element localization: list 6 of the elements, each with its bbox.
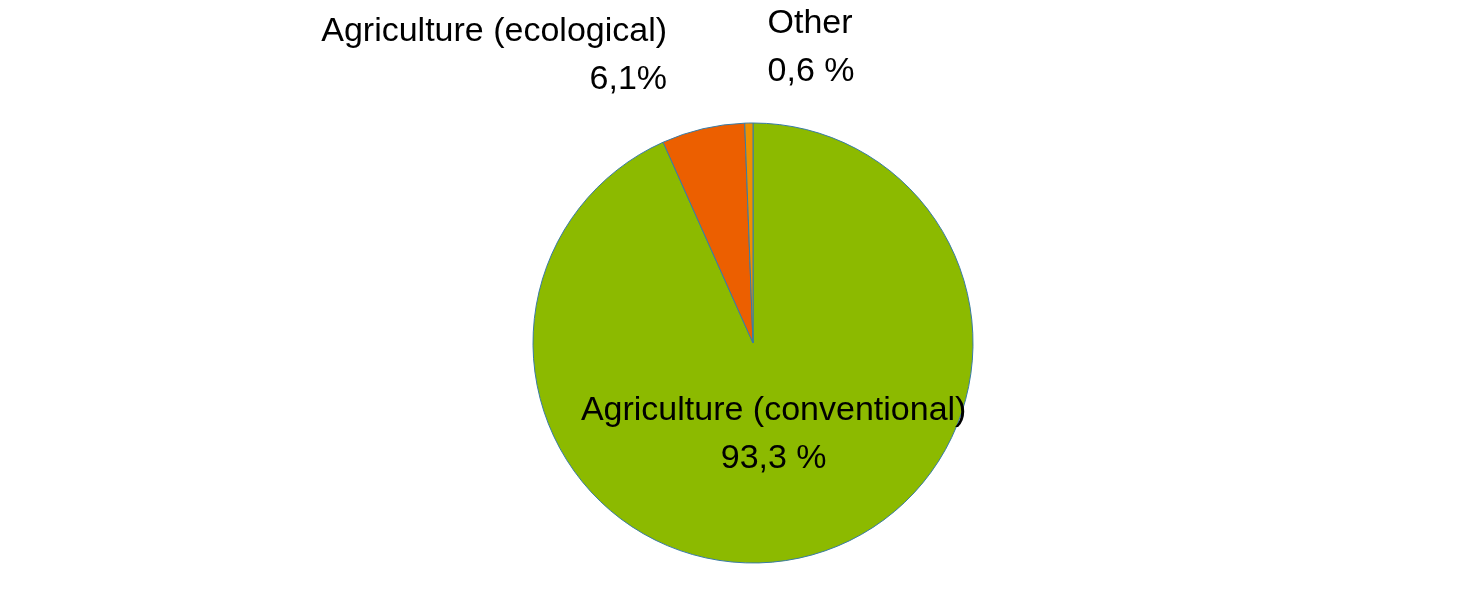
pie-slice	[532, 122, 974, 564]
slice-label: Agriculture (ecological)	[321, 9, 668, 48]
data-label: 6,1%	[589, 57, 668, 96]
data-label: 93,3 %	[720, 436, 827, 475]
data-label: 0,6 %	[767, 50, 855, 89]
slice-label: Other	[767, 2, 853, 41]
